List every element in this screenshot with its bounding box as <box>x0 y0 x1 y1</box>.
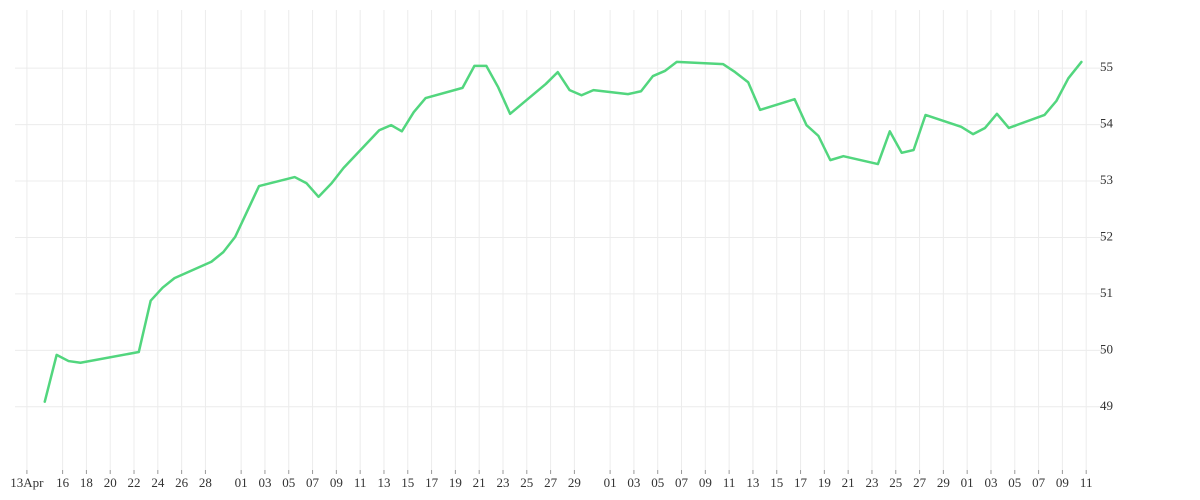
x-tick-label: 11 <box>723 475 736 490</box>
x-tick-label: 26 <box>175 475 189 490</box>
x-tick-label: 17 <box>794 475 808 490</box>
x-tick-label: 05 <box>282 475 295 490</box>
x-tick-label: 18 <box>80 475 93 490</box>
x-tick-label: 20 <box>104 475 117 490</box>
x-tick-label: 19 <box>449 475 462 490</box>
x-tick-label: 07 <box>675 475 689 490</box>
x-tick-label: 16 <box>56 475 70 490</box>
y-tick-label: 53 <box>1100 172 1113 187</box>
x-tick-label: 03 <box>258 475 271 490</box>
x-tick-label: 13 <box>746 475 759 490</box>
x-tick-label: 17 <box>425 475 439 490</box>
x-tick-label: 09 <box>330 475 343 490</box>
x-tick-label: 11 <box>354 475 367 490</box>
x-tick-label: 09 <box>699 475 712 490</box>
x-tick-label: 22 <box>128 475 141 490</box>
x-tick-label: 27 <box>544 475 558 490</box>
x-tick-label: 13 <box>377 475 390 490</box>
x-tick-label: 21 <box>842 475 855 490</box>
x-tick-label: 07 <box>1032 475 1046 490</box>
x-tick-label: 23 <box>865 475 878 490</box>
x-tick-label: 29 <box>937 475 950 490</box>
x-tick-label: 29 <box>568 475 581 490</box>
x-tick-label: 25 <box>520 475 533 490</box>
x-tick-label: 09 <box>1056 475 1069 490</box>
x-tick-label: 23 <box>496 475 509 490</box>
x-tick-label: 07 <box>306 475 320 490</box>
x-tick-label: 21 <box>473 475 486 490</box>
x-tick-label: 27 <box>913 475 927 490</box>
x-tick-label: 15 <box>770 475 783 490</box>
x-tick-label: 19 <box>818 475 831 490</box>
x-tick-label: 03 <box>627 475 640 490</box>
x-tick-label: 13Apr <box>10 475 44 490</box>
x-tick-label: 01 <box>235 475 248 490</box>
y-tick-label: 52 <box>1100 228 1113 243</box>
x-tick-label: 05 <box>651 475 664 490</box>
y-tick-label: 51 <box>1100 285 1113 300</box>
y-tick-label: 55 <box>1100 59 1113 74</box>
x-tick-label: 24 <box>151 475 165 490</box>
data-line <box>43 60 1083 403</box>
x-tick-label: 03 <box>984 475 997 490</box>
x-tick-label: 05 <box>1008 475 1021 490</box>
x-tick-label: 28 <box>199 475 212 490</box>
x-tick-label: 25 <box>889 475 902 490</box>
y-tick-label: 49 <box>1100 398 1113 413</box>
y-tick-label: 50 <box>1100 341 1113 356</box>
y-tick-label: 54 <box>1100 116 1114 131</box>
x-tick-label: 11 <box>1080 475 1093 490</box>
x-tick-label: 01 <box>604 475 617 490</box>
x-tick-label: 01 <box>961 475 974 490</box>
x-tick-label: 15 <box>401 475 414 490</box>
